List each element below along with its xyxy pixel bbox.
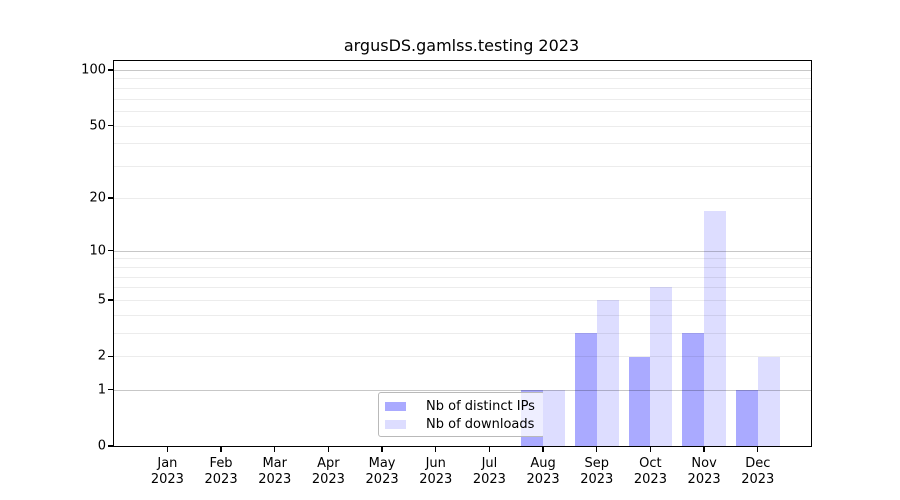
legend-item: Nb of downloads bbox=[385, 415, 544, 433]
chart-title: argusDS.gamlss.testing 2023 bbox=[343, 36, 580, 55]
x-tick-label: Apr 2023 bbox=[311, 456, 345, 487]
bar-nb-of-distinct-ips-oct bbox=[628, 356, 651, 446]
x-tick-label: Jan 2023 bbox=[150, 456, 184, 487]
gridline-minor bbox=[114, 78, 811, 80]
y-tick-label: 0 bbox=[97, 438, 106, 454]
gridline-minor bbox=[114, 111, 811, 113]
gridline-minor bbox=[114, 87, 811, 89]
x-tick-mark bbox=[757, 447, 759, 453]
x-tick-mark bbox=[220, 447, 222, 453]
bar-nb-of-downloads-sep bbox=[596, 300, 619, 446]
bar-nb-of-downloads-dec bbox=[757, 356, 780, 446]
y-tick-label: 5 bbox=[97, 292, 106, 308]
y-tick-label: 1 bbox=[97, 382, 106, 398]
gridline-minor bbox=[114, 197, 811, 199]
x-tick-label: Feb 2023 bbox=[204, 456, 238, 487]
x-tick-label: Dec 2023 bbox=[741, 456, 775, 487]
bar-nb-of-distinct-ips-dec bbox=[735, 389, 758, 446]
y-tick-mark bbox=[107, 299, 113, 301]
y-tick-mark bbox=[107, 388, 113, 391]
y-tick-mark bbox=[107, 69, 113, 71]
y-tick-label: 2 bbox=[97, 348, 106, 364]
bar-nb-of-downloads-aug bbox=[543, 389, 565, 446]
y-tick-mark bbox=[107, 197, 113, 199]
x-tick-label: Mar 2023 bbox=[258, 456, 292, 487]
y-tick-label: 10 bbox=[89, 243, 106, 259]
legend-item: Nb of distinct IPs bbox=[385, 397, 544, 415]
y-tick-label: 100 bbox=[81, 62, 106, 78]
legend-swatch-icon bbox=[385, 419, 406, 429]
legend-label: Nb of downloads bbox=[426, 416, 535, 432]
x-tick-mark bbox=[327, 447, 330, 453]
x-tick-mark bbox=[596, 447, 598, 453]
x-tick-mark bbox=[488, 447, 491, 453]
x-tick-mark bbox=[649, 447, 652, 453]
y-tick-mark bbox=[107, 249, 113, 252]
x-tick-mark bbox=[435, 447, 437, 453]
x-tick-mark bbox=[166, 447, 169, 453]
x-tick-label: Jul 2023 bbox=[472, 456, 506, 487]
x-tick-mark bbox=[381, 447, 383, 453]
y-tick-mark bbox=[107, 125, 113, 127]
y-tick-label: 20 bbox=[89, 190, 106, 206]
y-tick-label: 50 bbox=[89, 118, 106, 134]
legend-swatch-icon bbox=[385, 401, 406, 411]
bar-nb-of-downloads-oct bbox=[650, 287, 673, 446]
y-tick-mark bbox=[107, 355, 113, 358]
legend-label: Nb of distinct IPs bbox=[426, 398, 535, 414]
x-tick-label: Sep 2023 bbox=[580, 456, 614, 487]
legend: Nb of distinct IPs Nb of downloads bbox=[378, 392, 545, 437]
x-tick-mark bbox=[703, 447, 705, 453]
x-tick-mark bbox=[542, 447, 544, 453]
x-tick-label: Oct 2023 bbox=[633, 456, 667, 487]
plot-area: Nb of distinct IPs Nb of downloads 0 1 2 5 10… bbox=[81, 60, 812, 487]
bar-nb-of-distinct-ips-sep bbox=[574, 333, 597, 446]
gridline-minor bbox=[114, 125, 811, 127]
bar-nb-of-distinct-ips-nov bbox=[682, 333, 705, 446]
gridline-minor bbox=[114, 143, 811, 145]
x-tick-label: Jun 2023 bbox=[419, 456, 453, 487]
x-tick-label: Aug 2023 bbox=[526, 456, 560, 487]
gridline-major bbox=[114, 70, 811, 71]
gridline-minor bbox=[114, 166, 811, 168]
x-tick-mark bbox=[274, 447, 276, 453]
gridline-minor bbox=[114, 98, 811, 100]
x-tick-label: May 2023 bbox=[365, 456, 399, 487]
bar-nb-of-downloads-nov bbox=[704, 210, 726, 446]
x-tick-label: Nov 2023 bbox=[687, 456, 721, 487]
y-tick-mark bbox=[107, 445, 113, 447]
